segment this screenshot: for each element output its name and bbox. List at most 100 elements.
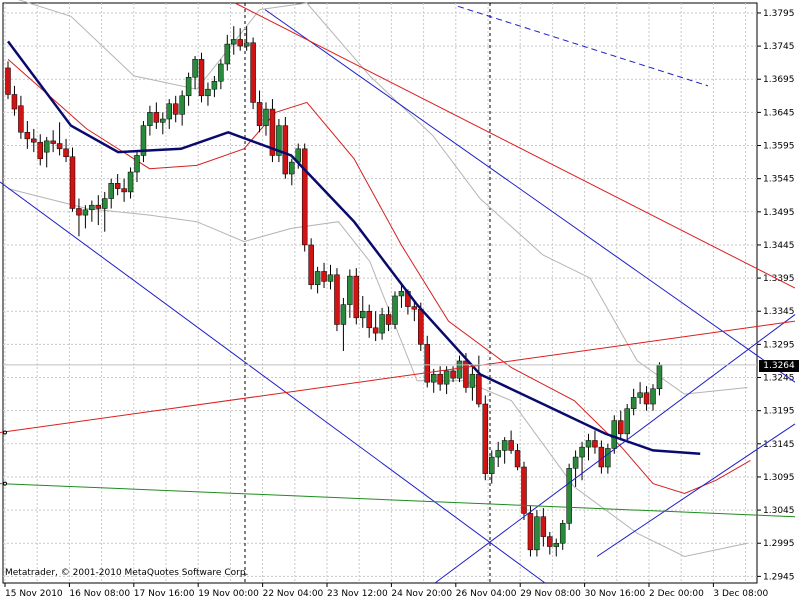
moving-average-fast [7, 58, 751, 495]
candle-body [437, 373, 443, 385]
candle-body [11, 94, 18, 110]
candle-body [63, 148, 69, 158]
x-tick-label: 22 Nov 04:00 [263, 589, 324, 599]
plot-frame [2, 2, 758, 584]
candle-body [579, 446, 585, 458]
candle-body [476, 373, 482, 405]
y-tick-label: 1.3495 [763, 208, 795, 218]
candle-body [379, 314, 385, 334]
candle-body [114, 183, 121, 189]
candle-body [353, 275, 360, 319]
y-tick-label: 1.3195 [763, 407, 795, 417]
candle-body [321, 271, 327, 282]
x-tick-label: 24 Nov 20:00 [391, 589, 452, 599]
candle-body [347, 275, 353, 305]
current-price-label: 1.3264 [759, 360, 799, 372]
candle-body [418, 308, 424, 345]
candle-body [611, 420, 618, 449]
candle-body [366, 310, 372, 329]
candle-body [69, 156, 76, 209]
y-tick-label: 1.3445 [763, 241, 795, 251]
y-tick-label: 1.3095 [763, 473, 795, 483]
y-tick-label: 1.3645 [763, 108, 795, 118]
candle-body [172, 103, 179, 115]
candle-body [276, 125, 282, 156]
trendline [457, 5, 709, 87]
y-tick-label: 1.3245 [763, 374, 795, 384]
candle-body [540, 516, 547, 537]
candle-body [430, 373, 437, 383]
y-tick-label: 1.2995 [763, 539, 795, 549]
candle-body [385, 314, 392, 325]
candle-body [314, 271, 321, 285]
candle-body [192, 59, 198, 78]
x-tick-label: 19 Nov 00:00 [198, 589, 259, 599]
candle-body [656, 364, 663, 390]
candle-body [134, 155, 140, 173]
trendline [0, 181, 546, 584]
candle-body [424, 344, 430, 383]
candle-body [82, 209, 89, 216]
candle-body [140, 125, 147, 156]
trendline [434, 314, 796, 584]
trendline-anchor [3, 430, 7, 435]
copyright-watermark: Metatrader, © 2001-2010 MetaQuotes Softw… [5, 568, 249, 578]
x-tick-label: 17 Nov 16:00 [134, 589, 195, 599]
candle-body [469, 373, 476, 388]
candle-body [605, 448, 611, 468]
candle-body [527, 513, 534, 551]
candle-body [205, 88, 211, 97]
candle-body [108, 183, 114, 199]
candle-body [198, 59, 205, 97]
x-tick-label: 2 Dec 00:00 [649, 589, 704, 599]
candle-body [256, 102, 263, 126]
candle-body [643, 392, 650, 405]
candle-body [398, 291, 405, 297]
candle-body [269, 108, 276, 156]
moving-average-slow [6, 40, 701, 455]
candle-body [185, 76, 192, 97]
candle-body [392, 295, 398, 325]
candle-body [18, 105, 24, 133]
candle-body [231, 39, 237, 45]
candle-body [56, 143, 63, 150]
candle-body [650, 388, 656, 405]
candle-body [618, 420, 624, 435]
y-tick-label: 1.3745 [763, 42, 795, 52]
trendline-anchor [3, 481, 7, 486]
candle-body [501, 440, 508, 451]
candle-body [76, 208, 82, 216]
candle-body [489, 456, 495, 474]
candle-body [224, 43, 231, 65]
candle-body [301, 148, 308, 246]
candle-body [334, 274, 340, 325]
y-tick-label: 1.3345 [763, 307, 795, 317]
candle-body [95, 204, 102, 209]
candle-body [566, 468, 572, 524]
candle-body [282, 125, 289, 175]
candle-body [102, 198, 108, 209]
candle-body [211, 80, 218, 90]
candle-body [637, 392, 643, 398]
candle-body [327, 274, 334, 282]
trendline [596, 423, 796, 557]
candle-body [31, 138, 37, 143]
x-tick-label: 16 Nov 08:00 [69, 589, 130, 599]
y-tick-label: 1.3545 [763, 175, 795, 185]
candle-body [559, 523, 566, 544]
candle-body [24, 132, 31, 140]
x-tick-label: 23 Nov 12:00 [327, 589, 388, 599]
candle-body [372, 327, 379, 334]
trendline [0, 320, 796, 434]
candle-body [37, 141, 43, 160]
candle-body [121, 188, 127, 193]
candle-body [360, 310, 366, 319]
x-tick-label: 26 Nov 04:00 [456, 589, 517, 599]
y-tick-label: 1.3295 [763, 340, 795, 350]
candle-body [263, 108, 269, 126]
candle-body [624, 408, 630, 435]
candle-body [553, 542, 559, 547]
candle-body [547, 536, 553, 547]
bollinger-lower [7, 188, 748, 558]
